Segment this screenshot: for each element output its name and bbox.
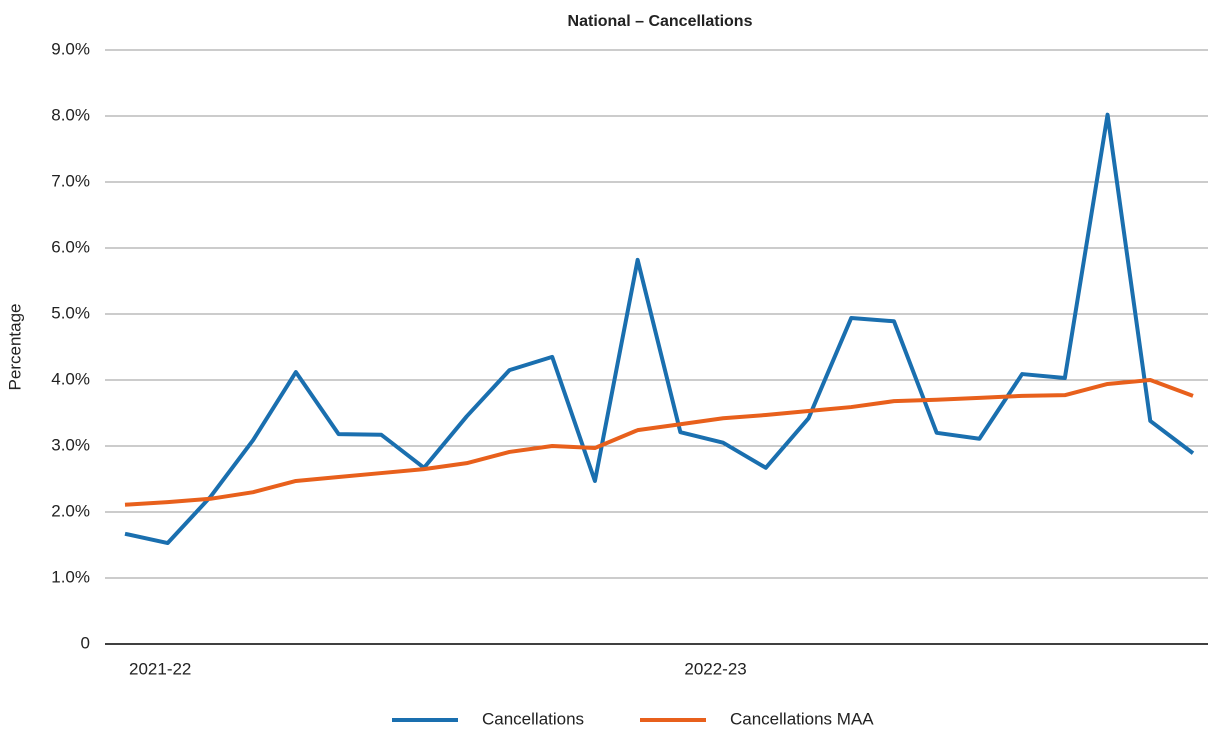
legend-label: Cancellations MAA [730,709,874,728]
chart-title: National – Cancellations [568,13,753,30]
x-tick-label: 2022-23 [684,659,746,678]
y-tick-label: 5.0% [51,303,90,322]
series-line [124,378,1194,507]
y-tick-label: 8.0% [51,105,90,124]
legend-label: Cancellations [482,709,584,728]
y-tick-label: 1.0% [51,567,90,586]
series-line [124,112,1195,546]
y-tick-label: 3.0% [51,435,90,454]
y-tick-label: 6.0% [51,237,90,256]
x-tick-label: 2021-22 [129,659,191,678]
y-axis-label: Percentage [5,304,24,391]
y-tick-label: 4.0% [51,369,90,388]
y-tick-label: 0 [81,633,90,652]
y-tick-label: 2.0% [51,501,90,520]
y-tick-label: 7.0% [51,171,90,190]
y-tick-label: 9.0% [51,39,90,58]
